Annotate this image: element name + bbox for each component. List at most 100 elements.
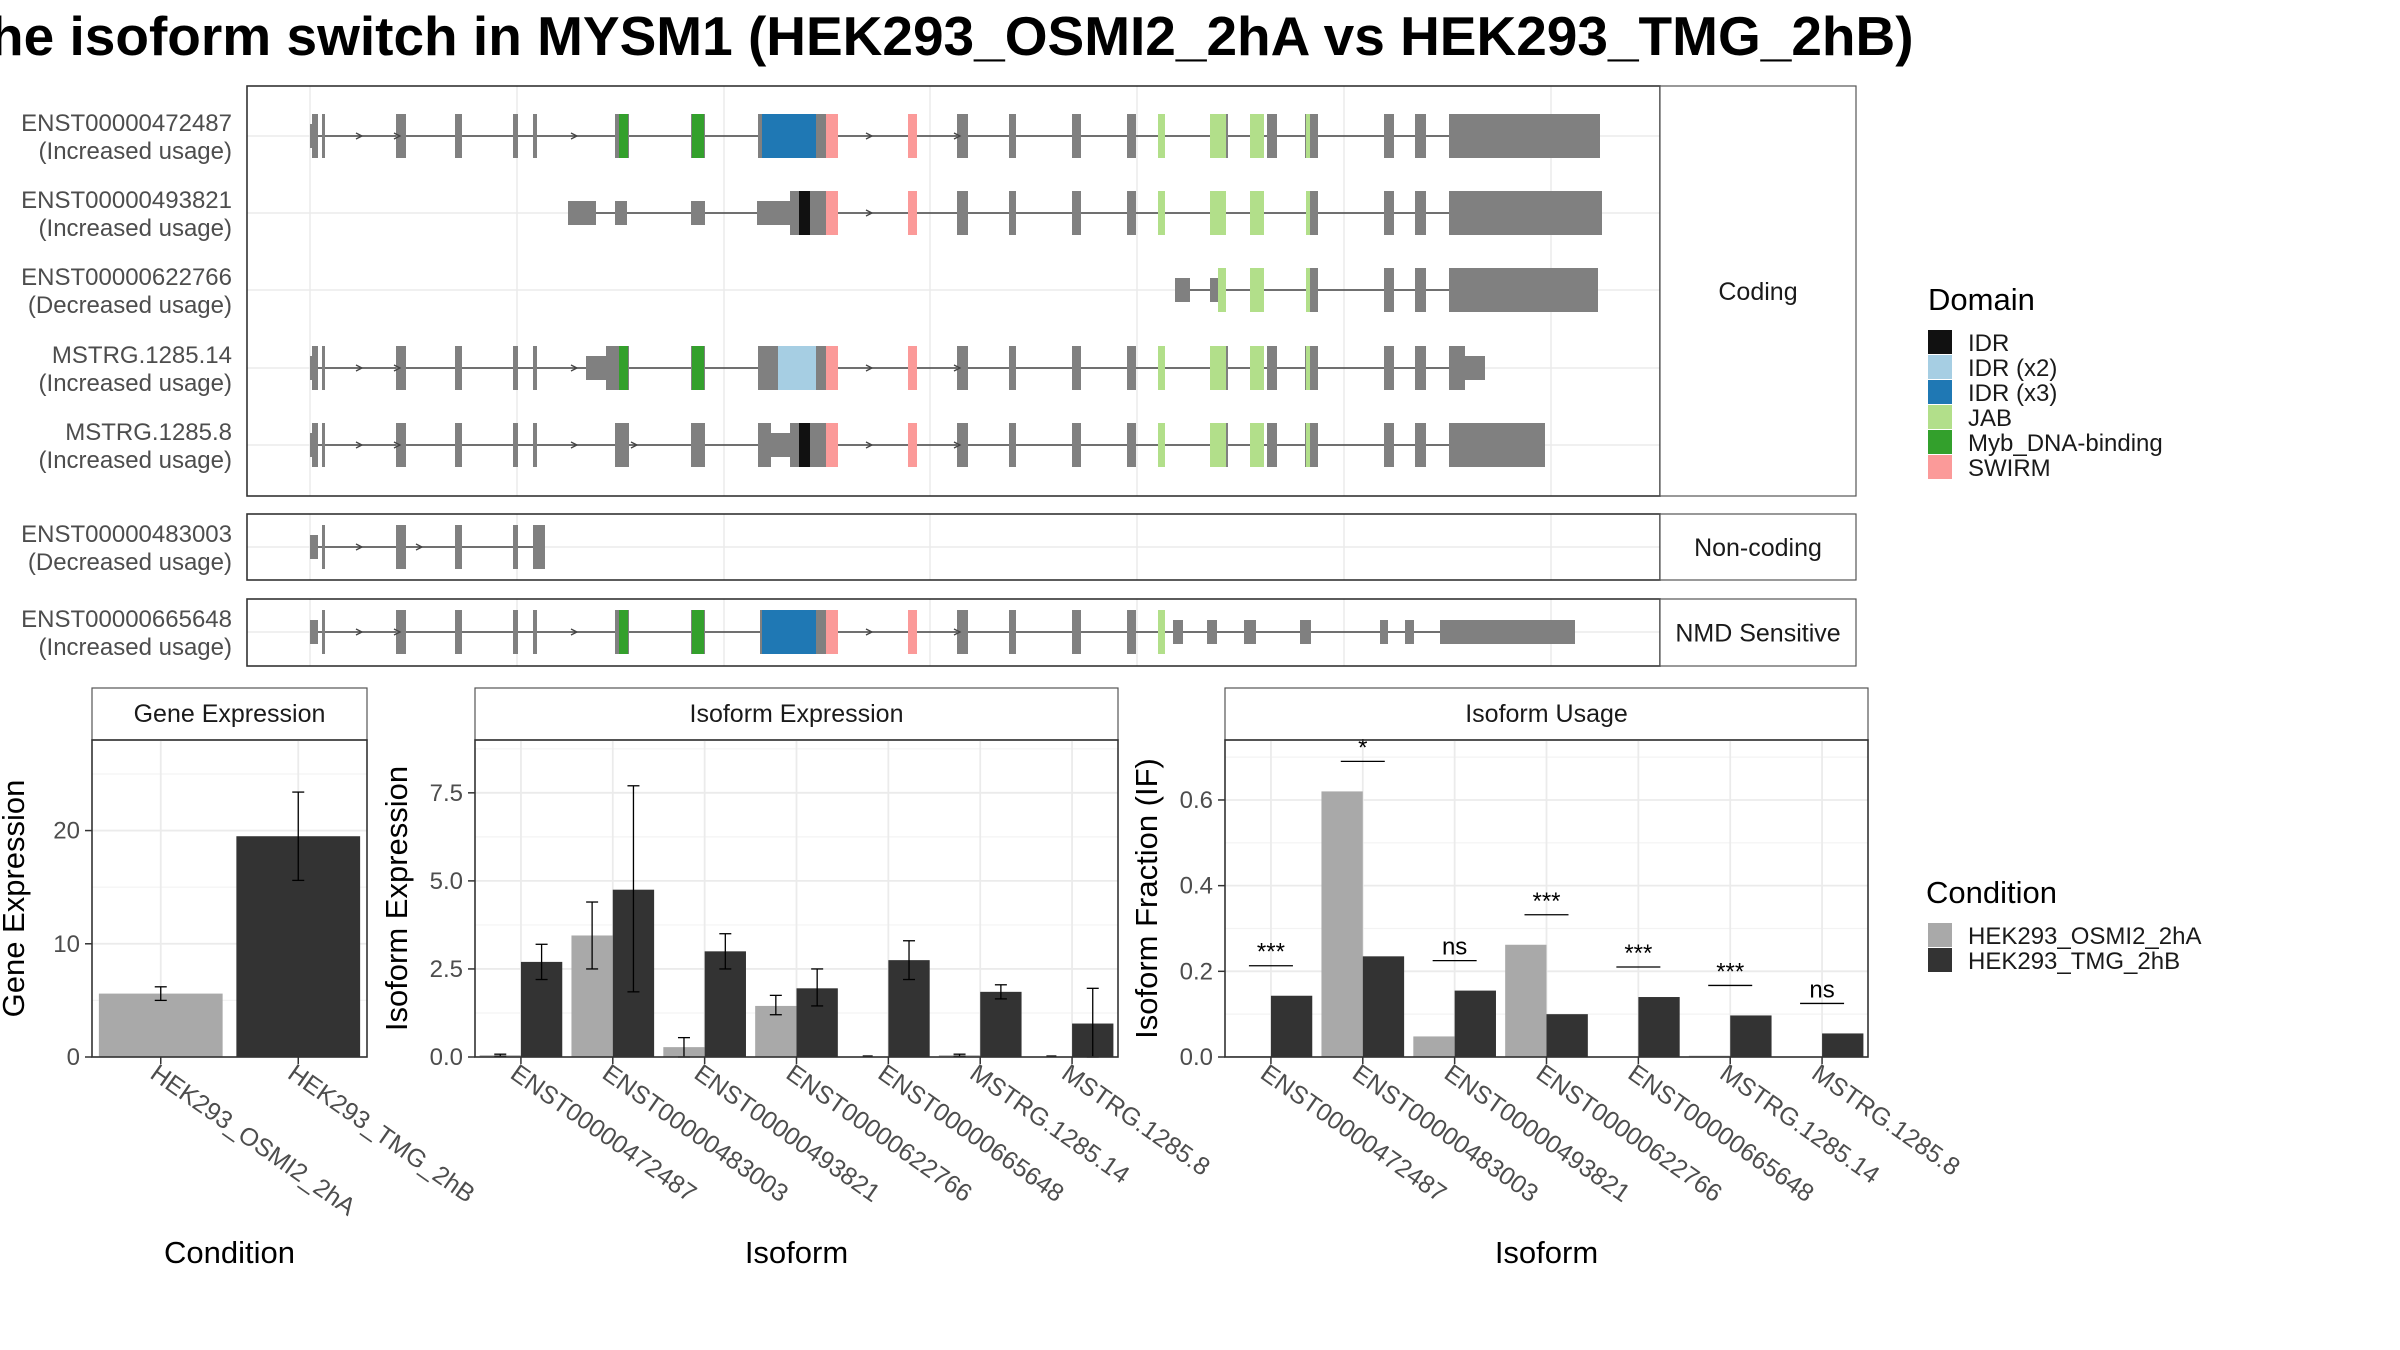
domain-legend-key	[1928, 355, 1952, 379]
transcript-usage-label: (Increased usage)	[39, 634, 232, 661]
transcript-usage-label: (Increased usage)	[39, 447, 232, 474]
exon	[1384, 346, 1394, 390]
exon	[513, 346, 518, 390]
y-tick-label: 10	[53, 931, 80, 958]
domain-jab	[1158, 346, 1165, 390]
y-tick-label: 2.5	[430, 956, 463, 983]
x-tick-label: MSTRG.1285.8	[1057, 1059, 1215, 1182]
domain-idr-x-	[800, 610, 816, 654]
intron-arrow	[393, 441, 402, 449]
exon	[691, 201, 705, 225]
exon	[1300, 620, 1311, 644]
exon	[1384, 423, 1394, 467]
domain-jab	[1210, 191, 1226, 235]
exon	[533, 610, 537, 654]
exon	[1415, 423, 1426, 467]
exon	[568, 201, 596, 225]
domain-myb-dna-binding	[692, 610, 704, 654]
exon	[1127, 114, 1136, 158]
exon	[1384, 191, 1394, 235]
chart-title: Isoform Expression	[690, 700, 904, 728]
x-axis-title: Isoform	[1495, 1235, 1598, 1270]
bar	[1454, 990, 1496, 1057]
domain-jab	[1210, 346, 1226, 390]
intron-arrow	[355, 364, 364, 372]
exon	[322, 346, 325, 390]
exon	[533, 525, 545, 569]
facet-strip	[1659, 85, 1857, 497]
y-tick-label: 0.4	[1180, 873, 1213, 900]
exon	[310, 620, 318, 644]
exon	[1415, 114, 1426, 158]
exon	[513, 525, 518, 569]
domain-jab	[1158, 114, 1165, 158]
domain-myb-dna-binding	[619, 114, 628, 158]
transcript-id-label: MSTRG.1285.8	[65, 419, 232, 446]
y-tick-label: 20	[53, 818, 80, 845]
intron-arrow	[570, 364, 579, 372]
exon	[1127, 423, 1136, 467]
intron-arrow	[355, 543, 364, 551]
domain-idr	[799, 191, 810, 235]
domain-legend-label: IDR (x3)	[1968, 380, 2057, 407]
exon	[312, 114, 318, 158]
domain-jab	[1306, 268, 1310, 312]
domain-swirm	[908, 346, 917, 390]
significance-label: ***	[1624, 940, 1652, 967]
exon	[1267, 423, 1277, 467]
domain-jab	[1250, 114, 1264, 158]
exon	[513, 610, 518, 654]
exon	[1072, 610, 1081, 654]
exon	[310, 535, 318, 559]
transcript-id-label: ENST00000622766	[21, 264, 232, 291]
exon	[1127, 191, 1136, 235]
x-axis-title: Isoform	[745, 1235, 848, 1270]
y-tick-label: 5.0	[430, 868, 463, 895]
domain-idr-x-	[778, 114, 800, 158]
domain-jab	[1158, 191, 1165, 235]
transcript-usage-label: (Increased usage)	[39, 370, 232, 397]
bar	[1638, 997, 1680, 1057]
intron-arrow	[953, 364, 962, 372]
intron-arrow	[865, 441, 874, 449]
transcript-id-label: ENST00000665648	[21, 606, 232, 633]
domain-jab	[1306, 114, 1310, 158]
domain-idr-x-	[778, 346, 800, 390]
bar	[1546, 1014, 1588, 1057]
exon	[1072, 346, 1081, 390]
intron-arrow	[393, 364, 402, 372]
domain-swirm	[826, 346, 838, 390]
exon	[1009, 191, 1016, 235]
significance-label: ns	[1442, 934, 1467, 961]
exon	[1009, 610, 1016, 654]
domain-swirm	[826, 191, 838, 235]
domain-jab	[1250, 268, 1264, 312]
chart-title: Gene Expression	[134, 700, 326, 728]
domain-swirm	[908, 114, 917, 158]
exon	[1449, 114, 1600, 158]
significance-label: ***	[1716, 958, 1744, 985]
exon	[1009, 423, 1016, 467]
y-axis-title: Gene Expression	[0, 780, 31, 1018]
domain-swirm	[826, 114, 838, 158]
exon	[1415, 346, 1426, 390]
domain-legend-key	[1928, 330, 1952, 354]
intron-arrow	[953, 628, 962, 636]
domain-legend-label: Myb_DNA-binding	[1968, 430, 2163, 457]
intron-arrow	[953, 441, 962, 449]
domain-legend-label: SWIRM	[1968, 455, 2051, 482]
y-axis-title: Isoform Expression	[379, 766, 414, 1031]
domain-myb-dna-binding	[692, 346, 704, 390]
significance-label: *	[1358, 734, 1367, 761]
domain-idr-x-	[762, 114, 778, 158]
domain-jab	[1250, 191, 1264, 235]
exon	[455, 346, 462, 390]
exon	[1072, 423, 1081, 467]
condition-legend-key	[1928, 948, 1952, 972]
domain-swirm	[908, 191, 917, 235]
intron-arrow	[355, 132, 364, 140]
exon	[760, 433, 790, 457]
transcript-usage-label: (Increased usage)	[39, 138, 232, 165]
